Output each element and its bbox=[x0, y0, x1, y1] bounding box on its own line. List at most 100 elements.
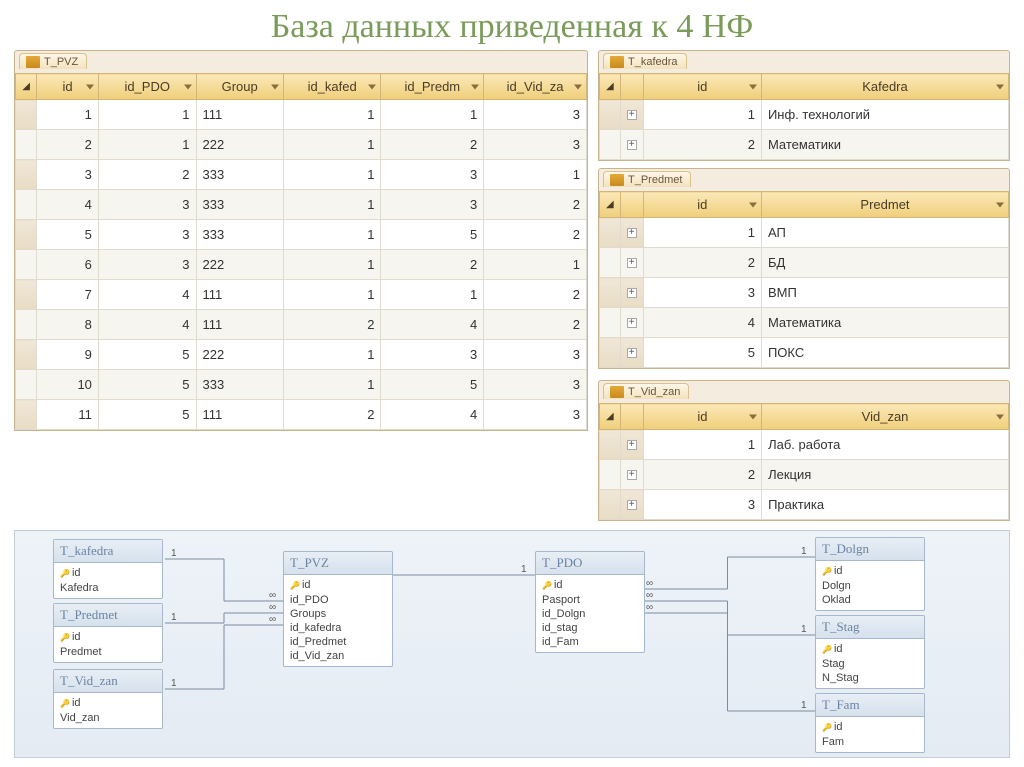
row-selector[interactable] bbox=[16, 280, 37, 310]
cell[interactable]: 1 bbox=[381, 280, 484, 310]
cell[interactable]: 5 bbox=[98, 370, 196, 400]
column-header[interactable]: Predmet bbox=[761, 192, 1008, 218]
erd-table-header[interactable]: T_PDO bbox=[536, 552, 644, 575]
cell[interactable]: 5 bbox=[381, 220, 484, 250]
cell[interactable]: 6 bbox=[37, 250, 99, 280]
row-selector[interactable] bbox=[600, 100, 621, 130]
dropdown-icon[interactable] bbox=[184, 84, 192, 89]
cell[interactable]: 1 bbox=[283, 160, 381, 190]
row-selector[interactable] bbox=[600, 218, 621, 248]
cell[interactable]: 2 bbox=[643, 460, 761, 490]
cell[interactable]: 2 bbox=[283, 400, 381, 430]
erd-table-header[interactable]: T_Dolgn bbox=[816, 538, 924, 561]
erd-table-t_dolgn[interactable]: T_DolgnidDolgnOklad bbox=[815, 537, 925, 611]
row-selector[interactable] bbox=[600, 130, 621, 160]
table-row[interactable]: 84111242 bbox=[16, 310, 587, 340]
row-selector[interactable] bbox=[600, 430, 621, 460]
cell[interactable]: 1 bbox=[484, 160, 587, 190]
row-selector[interactable] bbox=[16, 370, 37, 400]
column-header[interactable]: id bbox=[643, 74, 761, 100]
cell[interactable]: 5 bbox=[381, 370, 484, 400]
row-selector[interactable] bbox=[16, 100, 37, 130]
table-row[interactable]: +3Практика bbox=[600, 490, 1009, 520]
cell[interactable]: 2 bbox=[381, 130, 484, 160]
expand-cell[interactable]: + bbox=[620, 338, 643, 368]
row-selector[interactable] bbox=[16, 190, 37, 220]
cell[interactable]: 5 bbox=[37, 220, 99, 250]
cell[interactable]: 2 bbox=[37, 130, 99, 160]
select-all-cell[interactable]: ◢ bbox=[600, 74, 621, 100]
cell[interactable]: 111 bbox=[196, 310, 283, 340]
cell[interactable]: 1 bbox=[283, 370, 381, 400]
column-header[interactable]: Vid_zan bbox=[762, 404, 1009, 430]
cell[interactable]: 5 bbox=[98, 340, 196, 370]
erd-table-t_kafedra[interactable]: T_kafedraidKafedra bbox=[53, 539, 163, 599]
row-selector[interactable] bbox=[600, 338, 621, 368]
row-selector[interactable] bbox=[600, 278, 621, 308]
grid-t-kafedra[interactable]: ◢idKafedra +1Инф. технологий+2Математики bbox=[599, 73, 1009, 160]
expand-cell[interactable]: + bbox=[620, 248, 643, 278]
grid-t-pvz[interactable]: ◢idid_PDOGroupid_kafedid_Predmid_Vid_za … bbox=[15, 73, 587, 430]
cell[interactable]: 333 bbox=[196, 370, 283, 400]
table-row[interactable]: 32333131 bbox=[16, 160, 587, 190]
cell[interactable]: 1 bbox=[643, 430, 761, 460]
cell[interactable]: 2 bbox=[484, 310, 587, 340]
cell[interactable]: 1 bbox=[283, 250, 381, 280]
cell[interactable]: ВМП bbox=[761, 278, 1008, 308]
cell[interactable]: 5 bbox=[643, 338, 761, 368]
table-row[interactable]: +1Инф. технологий bbox=[600, 100, 1009, 130]
cell[interactable]: 2 bbox=[98, 160, 196, 190]
cell[interactable]: 111 bbox=[196, 400, 283, 430]
row-selector[interactable] bbox=[16, 130, 37, 160]
column-header[interactable]: id bbox=[643, 404, 761, 430]
cell[interactable]: АП bbox=[761, 218, 1008, 248]
cell[interactable]: 1 bbox=[98, 100, 196, 130]
cell[interactable]: 9 bbox=[37, 340, 99, 370]
expand-cell[interactable]: + bbox=[620, 100, 643, 130]
cell[interactable]: 1 bbox=[37, 100, 99, 130]
cell[interactable]: 3 bbox=[484, 370, 587, 400]
cell[interactable]: 1 bbox=[643, 100, 761, 130]
cell[interactable]: 2 bbox=[484, 280, 587, 310]
cell[interactable]: 1 bbox=[283, 340, 381, 370]
expand-cell[interactable]: + bbox=[620, 430, 643, 460]
cell[interactable]: 222 bbox=[196, 250, 283, 280]
cell[interactable]: 3 bbox=[98, 220, 196, 250]
grid-t-predmet[interactable]: ◢idPredmet +1АП+2БД+3ВМП+4Математика+5ПО… bbox=[599, 191, 1009, 368]
cell[interactable]: 4 bbox=[381, 310, 484, 340]
row-selector[interactable] bbox=[600, 248, 621, 278]
cell[interactable]: 1 bbox=[283, 100, 381, 130]
cell[interactable]: 1 bbox=[98, 130, 196, 160]
column-header[interactable]: id bbox=[643, 192, 761, 218]
table-row[interactable]: 53333152 bbox=[16, 220, 587, 250]
table-row[interactable]: +5ПОКС bbox=[600, 338, 1009, 368]
expand-cell[interactable]: + bbox=[620, 460, 643, 490]
table-row[interactable]: +2Лекция bbox=[600, 460, 1009, 490]
dropdown-icon[interactable] bbox=[471, 84, 479, 89]
cell[interactable]: 2 bbox=[643, 130, 761, 160]
cell[interactable]: 3 bbox=[381, 160, 484, 190]
cell[interactable]: 3 bbox=[98, 190, 196, 220]
column-header[interactable]: Group bbox=[196, 74, 283, 100]
cell[interactable]: 5 bbox=[98, 400, 196, 430]
cell[interactable]: 4 bbox=[381, 400, 484, 430]
tab-t-predmet[interactable]: T_Predmet bbox=[603, 171, 691, 187]
erd-table-t_stag[interactable]: T_StagidStagN_Stag bbox=[815, 615, 925, 689]
dropdown-icon[interactable] bbox=[574, 84, 582, 89]
erd-table-header[interactable]: T_Vid_zan bbox=[54, 670, 162, 693]
cell[interactable]: 4 bbox=[37, 190, 99, 220]
dropdown-icon[interactable] bbox=[368, 84, 376, 89]
cell[interactable]: Лаб. работа bbox=[762, 430, 1009, 460]
cell[interactable]: 1 bbox=[484, 250, 587, 280]
cell[interactable]: 3 bbox=[484, 400, 587, 430]
cell[interactable]: 10 bbox=[37, 370, 99, 400]
cell[interactable]: 7 bbox=[37, 280, 99, 310]
row-selector[interactable] bbox=[16, 400, 37, 430]
cell[interactable]: 3 bbox=[484, 130, 587, 160]
column-header[interactable]: id_PDO bbox=[98, 74, 196, 100]
erd-table-t_fam[interactable]: T_FamidFam bbox=[815, 693, 925, 753]
table-row[interactable]: +1АП bbox=[600, 218, 1009, 248]
tab-t-vidzan[interactable]: T_Vid_zan bbox=[603, 383, 689, 399]
cell[interactable]: 2 bbox=[484, 220, 587, 250]
cell[interactable]: 111 bbox=[196, 280, 283, 310]
